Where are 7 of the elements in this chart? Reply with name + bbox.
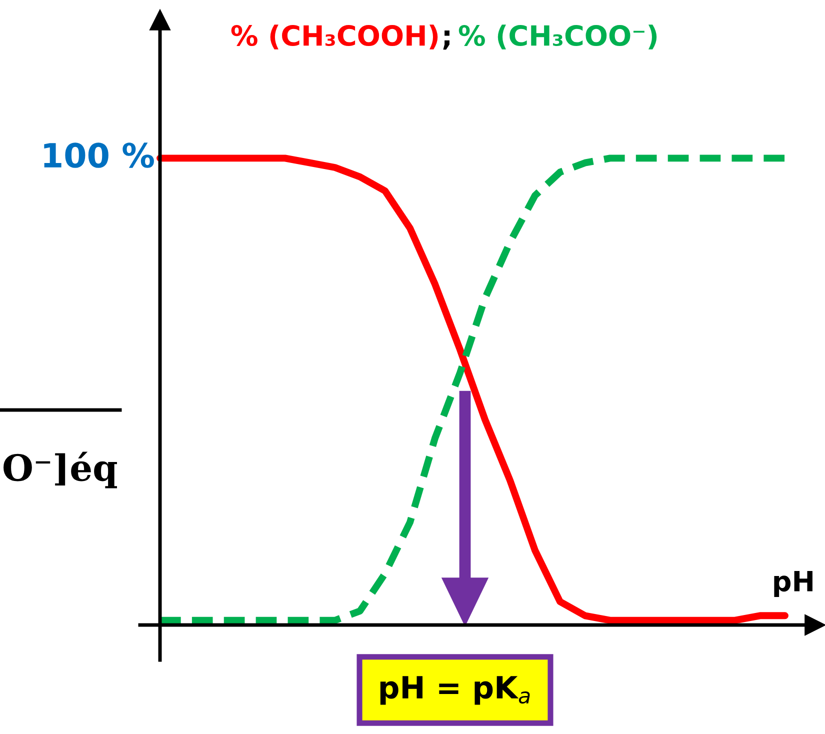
annotation: 100 %	[44, 142, 154, 168]
text: pH = pK$_{a}$	[380, 676, 530, 705]
text: % (CH₃COO⁻)	[458, 24, 657, 50]
text: ;	[443, 30, 450, 50]
text: % (CH₃COOH)	[231, 24, 438, 50]
x-axis-title: pH	[774, 570, 812, 597]
text: O⁻]éq	[4, 452, 117, 488]
